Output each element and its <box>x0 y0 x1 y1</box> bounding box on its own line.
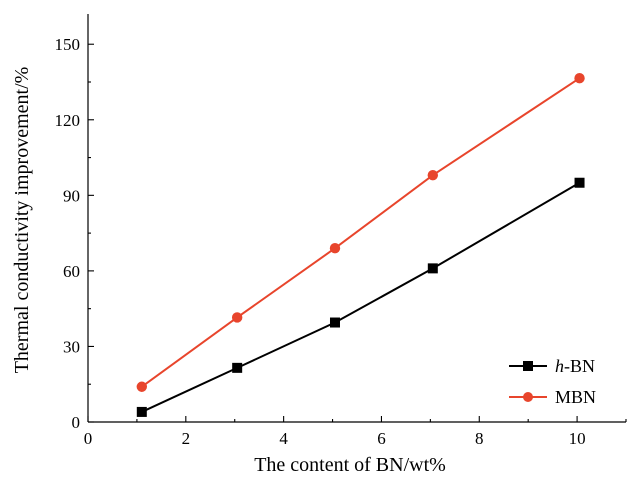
y-tick-label: 120 <box>55 111 81 130</box>
x-tick-label: 10 <box>569 429 586 448</box>
data-point-mbn <box>136 381 147 392</box>
y-tick-label: 90 <box>63 186 80 205</box>
y-axis: 0 30 60 90 120 150 <box>55 35 94 432</box>
data-point-mbn <box>427 169 439 181</box>
legend: h-BN MBN <box>509 356 596 407</box>
data-point-h-bn <box>427 263 438 274</box>
x-tick-label: 0 <box>84 429 93 448</box>
plot-area <box>87 14 626 423</box>
y-axis-title: Thermal conductivity improvement/% <box>11 67 33 374</box>
data-point-mbn <box>231 312 243 323</box>
data-point-mbn <box>329 243 341 254</box>
series-line-mbn <box>141 77 581 388</box>
data-point-h-bn <box>232 362 243 373</box>
legend-item-h-bn: h-BN <box>509 356 595 376</box>
legend-marker-mbn <box>523 392 533 402</box>
x-tick-label: 2 <box>182 429 191 448</box>
x-tick-label: 4 <box>279 429 288 448</box>
series-layer <box>136 73 585 417</box>
data-point-h-bn <box>329 317 340 328</box>
x-tick-label: 8 <box>475 429 484 448</box>
y-tick-label: 150 <box>55 35 81 54</box>
legend-label-h-bn: h-BN <box>555 356 595 376</box>
y-tick-label: 60 <box>63 262 80 281</box>
y-tick-label: 30 <box>63 337 80 356</box>
legend-marker-h-bn <box>523 361 533 371</box>
data-point-h-bn <box>136 406 147 417</box>
x-tick-label: 6 <box>377 429 386 448</box>
data-point-h-bn <box>574 177 585 188</box>
y-tick-label: 0 <box>72 413 81 432</box>
series-line-h-bn <box>141 181 581 413</box>
data-point-mbn <box>574 73 585 84</box>
legend-label-mbn: MBN <box>555 387 596 407</box>
x-axis-title: The content of BN/wt% <box>254 454 446 476</box>
x-axis: 0 2 4 6 8 10 <box>84 416 627 448</box>
legend-item-mbn: MBN <box>509 387 596 407</box>
